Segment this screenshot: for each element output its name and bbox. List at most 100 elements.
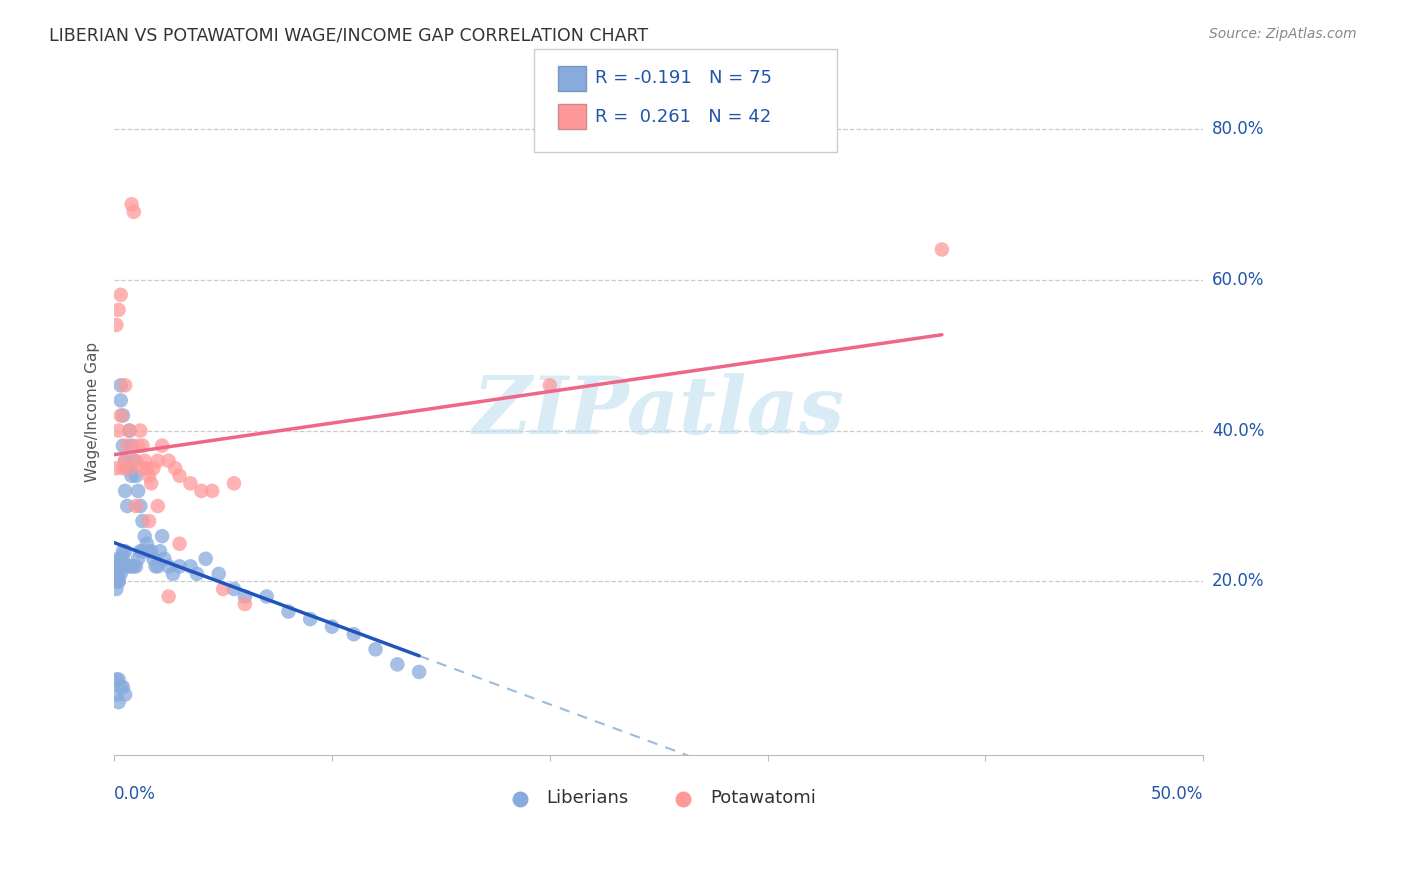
Point <box>157 454 180 468</box>
Point <box>111 461 134 475</box>
Point <box>142 461 165 475</box>
Point <box>138 514 160 528</box>
Legend: Liberians, Potawatomi: Liberians, Potawatomi <box>495 782 823 814</box>
Point <box>387 657 409 672</box>
Point <box>105 582 128 596</box>
Point <box>110 393 132 408</box>
Point <box>114 483 136 498</box>
Point <box>138 468 160 483</box>
Text: 50.0%: 50.0% <box>1152 785 1204 803</box>
Point <box>107 695 129 709</box>
Text: LIBERIAN VS POTAWATOMI WAGE/INCOME GAP CORRELATION CHART: LIBERIAN VS POTAWATOMI WAGE/INCOME GAP C… <box>49 27 648 45</box>
Point <box>107 673 129 687</box>
Point <box>157 559 180 574</box>
Point <box>111 439 134 453</box>
Point <box>111 409 134 423</box>
Point <box>117 461 139 475</box>
Point <box>110 551 132 566</box>
Text: 20.0%: 20.0% <box>1212 573 1264 591</box>
Text: Source: ZipAtlas.com: Source: ZipAtlas.com <box>1209 27 1357 41</box>
Point <box>256 590 278 604</box>
Point <box>129 424 152 438</box>
Point <box>118 461 141 475</box>
Point <box>146 454 169 468</box>
Point <box>138 544 160 558</box>
Point <box>110 559 132 574</box>
Point <box>145 559 167 574</box>
Point <box>931 243 953 257</box>
Point <box>134 529 156 543</box>
Point <box>125 468 148 483</box>
Point <box>408 665 430 679</box>
Point <box>233 590 256 604</box>
Point <box>105 461 128 475</box>
Point <box>157 590 180 604</box>
Point <box>208 566 231 581</box>
Point <box>129 544 152 558</box>
Point <box>127 439 149 453</box>
Point <box>121 559 143 574</box>
Point <box>129 499 152 513</box>
Point <box>153 551 176 566</box>
Point <box>122 204 145 219</box>
Point <box>233 597 256 611</box>
Text: ZIPatlas: ZIPatlas <box>472 373 845 450</box>
Point <box>277 605 299 619</box>
Point <box>111 551 134 566</box>
Point <box>114 378 136 392</box>
Point <box>131 439 153 453</box>
Point <box>118 461 141 475</box>
Point <box>127 483 149 498</box>
Point <box>538 378 561 392</box>
Point <box>142 551 165 566</box>
Point <box>107 424 129 438</box>
Point <box>114 454 136 468</box>
Point <box>131 514 153 528</box>
Y-axis label: Wage/Income Gap: Wage/Income Gap <box>86 342 100 482</box>
Point <box>299 612 322 626</box>
Point <box>179 559 201 574</box>
Point <box>117 559 139 574</box>
Point <box>114 454 136 468</box>
Point <box>146 499 169 513</box>
Point <box>201 483 224 498</box>
Point <box>179 476 201 491</box>
Point <box>169 468 191 483</box>
Point <box>110 287 132 301</box>
Point <box>105 559 128 574</box>
Point <box>107 574 129 589</box>
Point <box>122 559 145 574</box>
Point <box>169 537 191 551</box>
Point <box>131 544 153 558</box>
Point <box>114 688 136 702</box>
Point <box>121 468 143 483</box>
Point <box>118 424 141 438</box>
Point <box>149 544 172 558</box>
Point <box>105 318 128 332</box>
Text: R =  0.261   N = 42: R = 0.261 N = 42 <box>595 108 770 126</box>
Point <box>105 673 128 687</box>
Point <box>125 454 148 468</box>
Point <box>343 627 366 641</box>
Point <box>169 559 191 574</box>
Point <box>105 566 128 581</box>
Point <box>107 566 129 581</box>
Point <box>135 461 157 475</box>
Point <box>125 499 148 513</box>
Point <box>107 559 129 574</box>
Point <box>110 680 132 694</box>
Point <box>110 566 132 581</box>
Text: R = -0.191   N = 75: R = -0.191 N = 75 <box>595 70 772 87</box>
Point <box>127 551 149 566</box>
Point <box>105 574 128 589</box>
Point <box>118 559 141 574</box>
Point <box>117 499 139 513</box>
Point <box>146 559 169 574</box>
Point <box>105 688 128 702</box>
Point <box>186 566 208 581</box>
Point <box>135 537 157 551</box>
Point <box>190 483 212 498</box>
Point <box>222 476 245 491</box>
Point <box>125 559 148 574</box>
Point <box>111 544 134 558</box>
